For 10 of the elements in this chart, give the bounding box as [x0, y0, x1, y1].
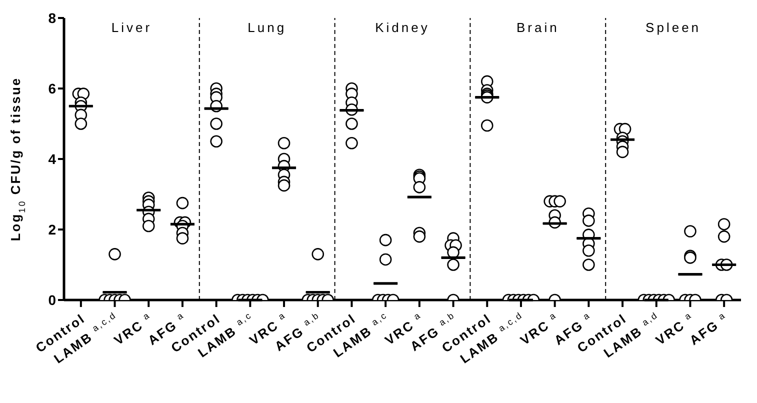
y-tick-label: 6	[48, 80, 56, 96]
annotation: Lung	[248, 20, 287, 35]
y-tick-label: 8	[48, 10, 56, 26]
y-tick-label: 2	[48, 221, 56, 238]
annotation: Liver	[111, 20, 152, 35]
annotation: Brain	[516, 20, 560, 35]
annotation: Spleen	[646, 20, 702, 35]
annotation: Kidney	[375, 20, 430, 35]
y-tick-label: 0	[48, 292, 56, 308]
y-tick-label: 4	[48, 150, 56, 167]
